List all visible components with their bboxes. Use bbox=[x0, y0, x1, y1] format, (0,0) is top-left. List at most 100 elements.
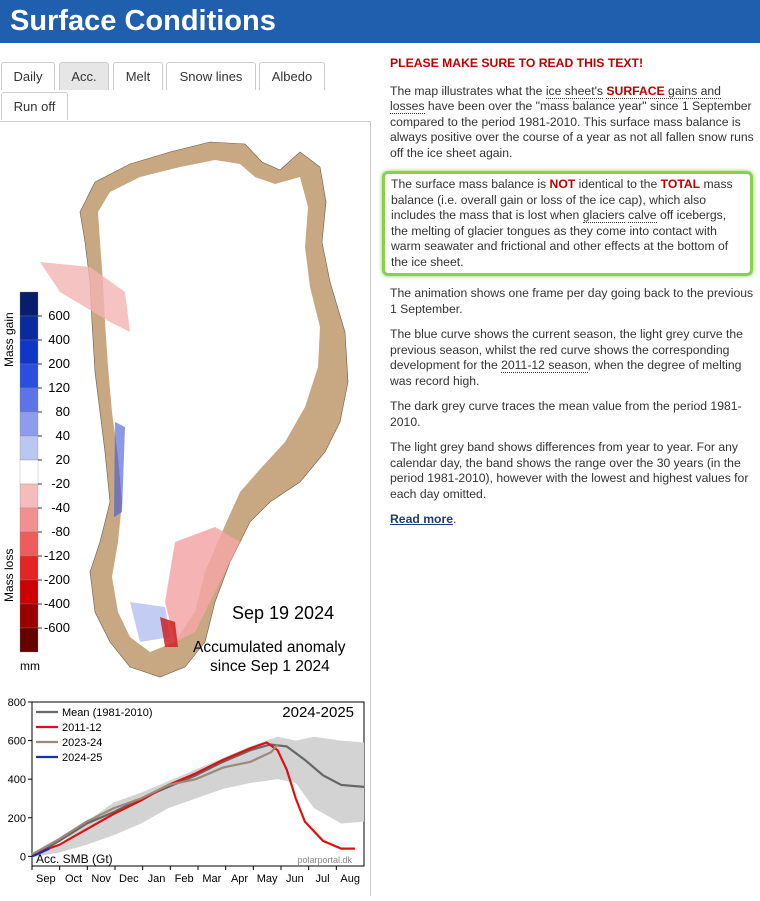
colorbar-tick-label: 400 bbox=[48, 332, 70, 347]
x-tick-label: Feb bbox=[175, 873, 194, 885]
colorbar-tick-label: -600 bbox=[44, 620, 70, 635]
colorbar-swatch bbox=[19, 579, 39, 605]
x-tick-label: Apr bbox=[231, 873, 248, 885]
legend-loss-label: Mass loss bbox=[2, 549, 16, 602]
colorbar-tick-label: 600 bbox=[48, 308, 70, 323]
tab-snow-lines[interactable]: Snow lines bbox=[166, 62, 256, 90]
x-tick-label: Aug bbox=[340, 873, 360, 885]
greenland-map bbox=[40, 141, 349, 678]
x-tick-label: Mar bbox=[202, 873, 221, 885]
loss-spot-south bbox=[160, 617, 178, 647]
p2-text-a: The surface mass balance is bbox=[391, 177, 550, 191]
x-tick-label: Jul bbox=[315, 873, 329, 885]
total-word: TOTAL bbox=[660, 177, 701, 191]
colorbar-tick-label: 120 bbox=[48, 380, 70, 395]
legend-label: 2023-24 bbox=[62, 737, 102, 749]
variability-band bbox=[32, 736, 364, 858]
x-tick-label: Nov bbox=[91, 873, 111, 885]
gains-losses-link[interactable]: gains and losses bbox=[390, 83, 721, 114]
x-tick-label: Jan bbox=[148, 873, 166, 885]
colorbar-swatch bbox=[19, 507, 39, 533]
colorbar-swatch bbox=[19, 363, 39, 389]
map-caption-line2: since Sep 1 2024 bbox=[210, 658, 330, 675]
paragraph-total-box: The surface mass balance is NOT identica… bbox=[382, 171, 753, 276]
chart-watermark: polarportal.dk bbox=[297, 855, 352, 865]
paragraph-curves: The blue curve shows the current season,… bbox=[390, 327, 755, 389]
surface-word: SURFACE bbox=[606, 83, 665, 98]
colorbar-swatch bbox=[19, 627, 39, 653]
paragraph-surface: The map illustrates what the ice sheet's… bbox=[390, 83, 755, 162]
y-tick-label: 600 bbox=[8, 736, 26, 748]
season-2011-link[interactable]: 2011-12 season bbox=[501, 358, 588, 373]
series-line bbox=[31, 743, 279, 856]
tab-melt[interactable]: Melt bbox=[113, 62, 163, 90]
colorbar-tick-label: -20 bbox=[51, 476, 70, 491]
x-tick-label: Jun bbox=[286, 873, 304, 885]
colorbar-legend: 600 400 200 120 80 40 20 -20 -40 -80 -120 -200 -400 -… bbox=[19, 291, 70, 653]
colorbar-swatch bbox=[19, 531, 39, 557]
x-tick-label: Oct bbox=[65, 873, 82, 885]
p4-text-b: , when the degree of melting was record … bbox=[390, 358, 742, 388]
legend-label: 2011-12 bbox=[62, 722, 102, 734]
glaciers-link[interactable]: glaciers bbox=[582, 208, 625, 223]
x-tick-label: Sep bbox=[36, 873, 56, 885]
y-tick-label: 800 bbox=[8, 697, 26, 709]
colorbar-swatch bbox=[19, 411, 39, 437]
y-tick-label: 0 bbox=[20, 851, 26, 863]
colorbar-swatch bbox=[19, 603, 39, 629]
colorbar-tick-label: -80 bbox=[51, 524, 70, 539]
gain-strip-east bbox=[114, 422, 125, 517]
info-text: PLEASE MAKE SURE TO READ THIS TEXT! The … bbox=[382, 56, 755, 538]
tab-run-off[interactable]: Run off bbox=[1, 92, 68, 120]
p2-text-b: identical to the bbox=[575, 177, 661, 191]
colorbar-tick-label: 80 bbox=[56, 404, 70, 419]
colorbar-swatch bbox=[19, 483, 39, 509]
colorbar-swatch bbox=[19, 555, 39, 581]
colorbar-tick-label: 200 bbox=[48, 356, 70, 371]
ice-sheet-link[interactable]: ice sheet's bbox=[545, 83, 604, 99]
colorbar-tick-label: -40 bbox=[51, 500, 70, 515]
legend-label: 2024-25 bbox=[62, 752, 102, 764]
header-bar: Surface Conditions bbox=[0, 0, 760, 43]
colorbar-tick-label: -400 bbox=[44, 596, 70, 611]
smb-chart: 0 200 400 600 800 Sep Oct Nov Dec Jan Feb Mar Apr May… bbox=[8, 697, 365, 885]
colorbar-tick-label: 20 bbox=[56, 452, 70, 467]
colorbar-swatch bbox=[19, 291, 39, 317]
tab-albedo[interactable]: Albedo bbox=[259, 62, 325, 90]
p1-text-d: have been over the "mass balance year" s… bbox=[390, 99, 754, 160]
paragraph-band: The light grey band shows differences fr… bbox=[390, 440, 749, 501]
paragraph-mean: The dark grey curve traces the mean valu… bbox=[390, 399, 742, 429]
series-line bbox=[31, 741, 355, 856]
colorbar-tick-label: -200 bbox=[44, 572, 70, 587]
chart-legend: Mean (1981-2010) 2011-12 2023-24 2024-25 bbox=[36, 707, 153, 764]
colorbar-tick-label: 40 bbox=[56, 428, 70, 443]
tab-acc[interactable]: Acc. bbox=[59, 62, 109, 90]
not-word: NOT bbox=[549, 177, 576, 191]
calve-link[interactable]: calve bbox=[628, 208, 657, 223]
series-line bbox=[31, 847, 50, 858]
loss-area-nw bbox=[40, 262, 130, 332]
ice-sheet bbox=[98, 160, 320, 652]
p2-text-c: mass balance (i.e. overall gain or loss … bbox=[391, 177, 733, 222]
legend-unit: mm bbox=[20, 659, 40, 673]
paragraph-animation: The animation shows one frame per day go… bbox=[390, 286, 754, 316]
warning-heading: PLEASE MAKE SURE TO READ THIS TEXT! bbox=[390, 56, 644, 70]
colorbar-swatch bbox=[19, 339, 39, 365]
tab-daily[interactable]: Daily bbox=[1, 62, 55, 90]
chart-ylabel: Acc. SMB (Gt) bbox=[36, 852, 113, 866]
map-date: Sep 19 2024 bbox=[232, 603, 334, 623]
loss-area-se bbox=[165, 527, 240, 642]
series-line bbox=[31, 743, 365, 858]
colorbar-swatch bbox=[19, 315, 39, 341]
map-panel: 600 400 200 120 80 40 20 -20 -40 -80 -120 -200 -400 -… bbox=[0, 121, 371, 896]
map-and-chart: 600 400 200 120 80 40 20 -20 -40 -80 -120 -200 -400 -… bbox=[2, 141, 365, 885]
y-tick-label: 200 bbox=[8, 813, 26, 825]
read-more-link[interactable]: Read more bbox=[390, 512, 453, 526]
map-caption-line1: Accumulated anomaly bbox=[193, 639, 346, 656]
colorbar-swatch bbox=[19, 459, 39, 485]
p4-text-a: The blue curve shows the current season,… bbox=[390, 327, 743, 372]
chart-title: 2024-2025 bbox=[282, 704, 354, 721]
read-more-period: . bbox=[453, 512, 457, 526]
read-more-row: Read more. bbox=[390, 512, 755, 528]
colorbar-swatch bbox=[19, 435, 39, 461]
